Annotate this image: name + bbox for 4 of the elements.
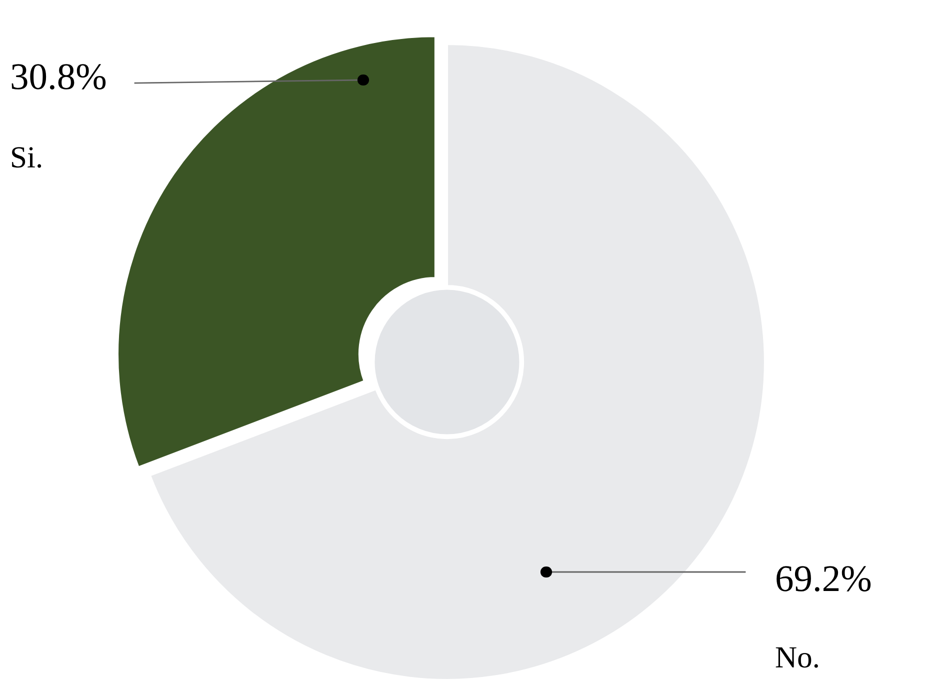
slice-label: No.: [776, 647, 818, 668]
slice-label: Si.: [12, 147, 42, 168]
data-label: 30.8%: [12, 64, 106, 90]
data-label: 69.2%: [776, 566, 871, 592]
